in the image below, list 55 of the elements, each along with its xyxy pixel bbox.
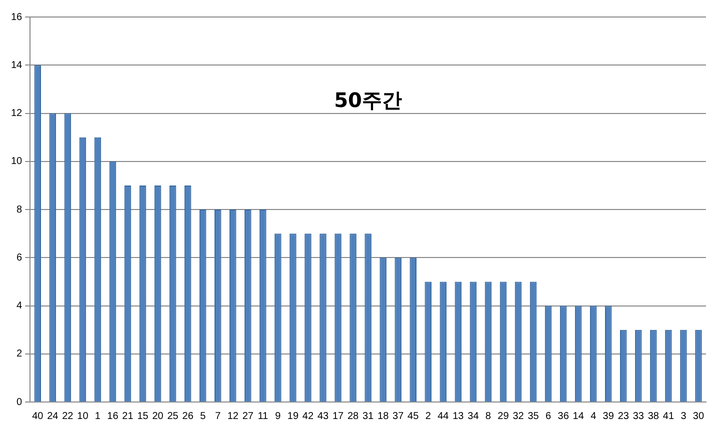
- x-tick-label: 33: [632, 410, 644, 422]
- y-tick-label: 8: [16, 204, 23, 216]
- y-tick-label: 12: [11, 108, 23, 119]
- x-tick-label: 39: [602, 410, 614, 422]
- y-tick-label: 14: [11, 60, 23, 71]
- y-tick-label: 6: [16, 252, 23, 264]
- x-tick-label: 18: [378, 410, 390, 422]
- y-tick-label: 16: [11, 12, 23, 23]
- x-tick-label: 41: [662, 410, 674, 422]
- x-tick-label: 29: [498, 410, 510, 422]
- x-tick-label: 26: [182, 410, 194, 422]
- x-tick-label: 40: [32, 410, 44, 422]
- x-tick-label: 31: [362, 410, 374, 422]
- x-tick-label: 36: [558, 410, 570, 422]
- x-tick-label: 45: [408, 410, 420, 422]
- y-tick-label: 4: [16, 300, 23, 312]
- x-tick-label: 28: [347, 410, 360, 422]
- x-tick-label: 27: [242, 410, 254, 422]
- x-tick-label: 5: [200, 410, 206, 422]
- x-tick-label: 15: [137, 410, 149, 422]
- x-tick-label: 3: [680, 410, 687, 422]
- x-tick-label: 21: [122, 410, 134, 422]
- x-tick-label: 35: [528, 410, 540, 422]
- x-tick-label: 14: [572, 410, 584, 422]
- x-tick-label: 10: [77, 410, 89, 422]
- annotation: 50주간: [334, 88, 402, 112]
- x-tick-label: 9: [275, 410, 282, 422]
- x-tick-label: 25: [167, 410, 179, 422]
- x-tick-label: 34: [468, 410, 480, 422]
- x-tick-label: 19: [287, 410, 299, 422]
- x-tick-label: 17: [332, 410, 344, 422]
- y-tick-label: 2: [16, 348, 23, 360]
- x-tick-label: 13: [452, 410, 464, 422]
- x-tick-label: 23: [618, 410, 630, 422]
- x-tick-label: 16: [107, 410, 119, 422]
- x-tick-label: 11: [258, 410, 269, 422]
- x-tick-label: 4: [590, 410, 597, 422]
- y-tick-label: 10: [11, 156, 23, 168]
- y-tick-label: 0: [16, 396, 23, 408]
- x-tick-label: 2: [425, 410, 432, 422]
- x-tick-label: 37: [392, 410, 404, 422]
- x-tick-label: 20: [152, 410, 164, 422]
- x-tick-label: 43: [317, 410, 329, 422]
- x-tick-label: 42: [302, 410, 314, 422]
- x-tick-label: 30: [692, 410, 704, 422]
- x-tick-label: 22: [62, 410, 74, 422]
- x-tick-label: 7: [215, 410, 222, 422]
- x-tick-label: 8: [485, 410, 492, 422]
- x-tick-label: 1: [94, 410, 101, 422]
- x-tick-label: 32: [512, 410, 524, 422]
- x-tick-label: 24: [47, 410, 59, 422]
- x-tick-label: 44: [438, 410, 450, 422]
- x-tick-label: 38: [648, 410, 660, 422]
- x-tick-label: 6: [546, 410, 552, 422]
- x-tick-label: 12: [227, 410, 239, 422]
